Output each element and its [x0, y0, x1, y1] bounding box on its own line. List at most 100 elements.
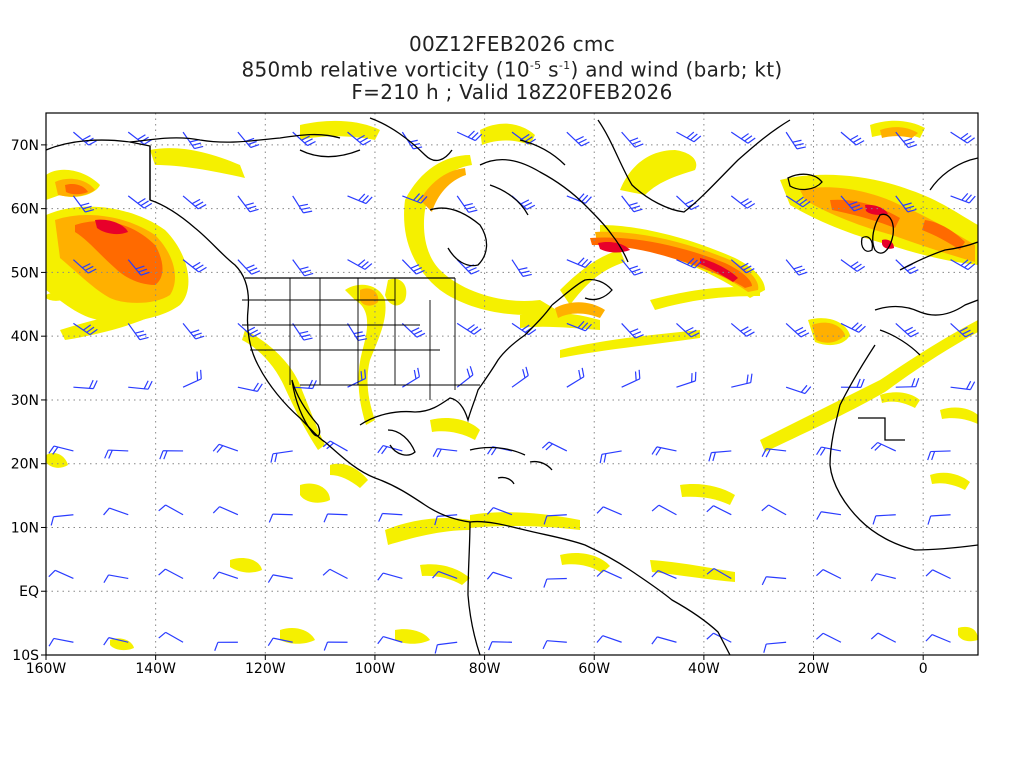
wind-barb — [237, 195, 259, 213]
wind-barb — [432, 448, 458, 458]
graticule — [46, 113, 978, 655]
wind-barb — [212, 571, 239, 580]
wind-barb — [840, 259, 865, 272]
map-title: 00Z12FEB2026 cmc 850mb relative vorticit… — [0, 33, 1024, 103]
wind-barb — [214, 641, 238, 651]
wind-barb — [706, 632, 732, 643]
x-tick-label: 20W — [798, 661, 830, 677]
wind-barb — [434, 641, 458, 654]
wind-barb — [596, 506, 622, 516]
wind-barb — [872, 514, 896, 525]
wind-barb — [103, 574, 129, 583]
wind-barb — [816, 511, 842, 520]
wind-barb — [401, 131, 423, 150]
wind-barb — [895, 322, 919, 338]
wind-barb — [182, 259, 207, 273]
wind-barb — [927, 450, 951, 461]
wind-barb — [322, 568, 348, 580]
wind-barb — [378, 512, 403, 522]
wind-barb — [950, 259, 976, 271]
coastlines — [46, 117, 978, 655]
wind-barb — [950, 192, 976, 204]
wind-barb — [347, 259, 373, 270]
x-tick-label: 60W — [578, 661, 610, 677]
wind-barb — [237, 322, 262, 338]
wind-barb — [676, 322, 700, 338]
wind-barb — [488, 641, 513, 651]
wind-barb — [840, 195, 863, 212]
wind-barb — [840, 378, 865, 388]
wind-barb — [895, 377, 920, 388]
wind-barb — [434, 514, 458, 526]
wind-barb — [127, 259, 150, 276]
wind-barb — [566, 320, 592, 332]
x-tick-label: 80W — [469, 661, 501, 677]
wind-barb — [621, 131, 644, 148]
wind-barb — [566, 131, 590, 147]
wind-barb — [347, 131, 372, 146]
wind-barb — [511, 366, 529, 388]
wind-barb — [127, 323, 149, 341]
wind-barb — [895, 195, 917, 213]
x-tick-label: 0 — [919, 661, 928, 677]
wind-barb — [237, 259, 261, 275]
wind-barb — [950, 131, 975, 144]
wind-barb — [267, 637, 293, 647]
wind-barb — [73, 259, 97, 274]
wind-barb — [456, 322, 482, 335]
wind-barb — [48, 637, 74, 647]
wind-barb — [402, 193, 428, 204]
wind-barb — [104, 449, 129, 459]
y-tick-label: EQ — [19, 584, 39, 600]
wind-barb — [543, 577, 567, 588]
wind-barb — [651, 636, 677, 645]
wind-barb — [950, 380, 976, 391]
plot-frame — [45, 112, 979, 656]
wind-barb — [925, 569, 951, 580]
wind-barb — [377, 635, 403, 645]
wind-barb — [73, 131, 97, 146]
wind-barb — [73, 322, 98, 336]
wind-barb — [401, 259, 425, 275]
wind-barb — [511, 259, 532, 277]
wind-barb — [706, 505, 732, 516]
wind-barb — [267, 574, 293, 583]
wind-barb — [621, 259, 644, 276]
wind-barb — [676, 257, 702, 269]
wind-barb — [347, 369, 367, 388]
wind-barb — [927, 514, 951, 525]
wind-barb — [785, 259, 808, 276]
wind-barb — [566, 193, 592, 204]
wind-barb — [870, 441, 897, 452]
wind-barb — [347, 193, 373, 205]
wind-barb — [566, 367, 585, 388]
x-tick-label: 140W — [135, 661, 176, 677]
wind-barb — [212, 443, 239, 453]
y-tick-label: 20N — [11, 457, 39, 473]
wind-barb — [127, 195, 153, 209]
wind-barb — [785, 322, 810, 338]
wind-barb — [456, 195, 478, 213]
wind-barb — [377, 572, 403, 581]
wind-barb — [158, 568, 184, 580]
wind-barb — [322, 440, 348, 452]
wind-barb — [785, 384, 812, 395]
wind-barb — [730, 195, 756, 209]
wind-barb — [182, 195, 207, 210]
wind-barb — [761, 504, 787, 516]
wind-barb — [212, 506, 239, 516]
wind-barb — [292, 323, 313, 341]
wind-barb — [763, 641, 787, 653]
wind-barb — [73, 379, 98, 390]
wind-barb — [292, 379, 317, 390]
wind-barb — [621, 369, 641, 388]
wind-barb — [895, 131, 918, 149]
wind-barb — [486, 507, 513, 516]
y-tick-label: 10N — [11, 520, 39, 536]
y-tick-label: 10S — [12, 648, 39, 664]
wind-barb — [785, 131, 806, 150]
wind-barb — [323, 641, 348, 651]
wind-barb — [599, 450, 622, 464]
wind-barb — [103, 507, 129, 516]
wind-barb — [621, 195, 643, 213]
